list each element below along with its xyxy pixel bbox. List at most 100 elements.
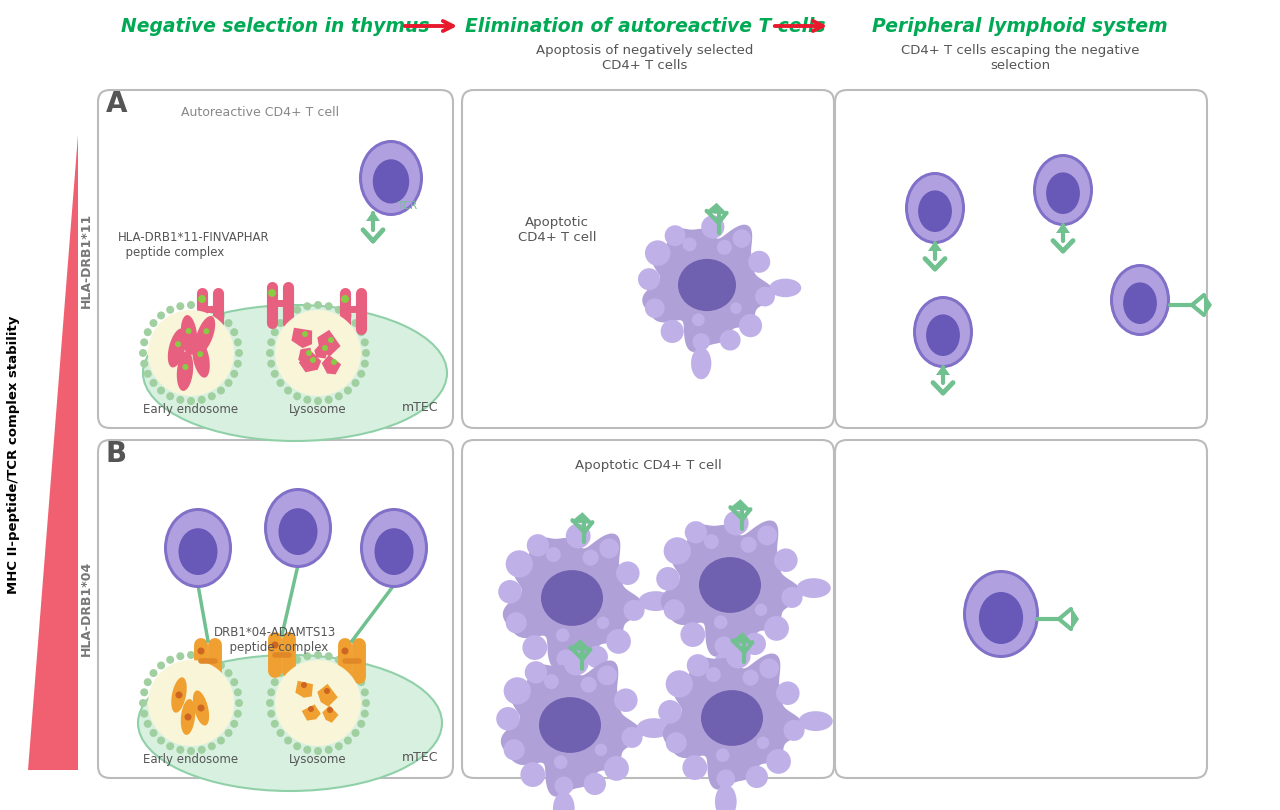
Circle shape	[774, 548, 797, 572]
Ellipse shape	[138, 655, 442, 791]
Circle shape	[187, 301, 195, 309]
Circle shape	[207, 656, 216, 663]
Ellipse shape	[143, 305, 447, 441]
Ellipse shape	[927, 314, 960, 356]
Circle shape	[682, 237, 696, 251]
Circle shape	[150, 379, 157, 387]
Text: Peripheral lymphoid system: Peripheral lymphoid system	[872, 16, 1167, 36]
Text: HLA-DRB1*11: HLA-DRB1*11	[79, 212, 92, 308]
Polygon shape	[298, 352, 321, 373]
Circle shape	[581, 676, 596, 693]
Circle shape	[658, 700, 682, 723]
Polygon shape	[568, 639, 593, 651]
Circle shape	[663, 599, 685, 620]
Circle shape	[266, 699, 274, 707]
Circle shape	[325, 746, 333, 754]
Polygon shape	[195, 316, 215, 354]
FancyBboxPatch shape	[99, 90, 453, 428]
Ellipse shape	[268, 491, 329, 565]
Circle shape	[755, 287, 774, 306]
Circle shape	[166, 656, 174, 663]
Circle shape	[276, 379, 284, 387]
Circle shape	[685, 521, 707, 544]
Ellipse shape	[691, 347, 712, 379]
Circle shape	[687, 654, 709, 676]
Circle shape	[755, 603, 767, 616]
Polygon shape	[1204, 293, 1212, 317]
Polygon shape	[317, 330, 340, 356]
Circle shape	[271, 720, 279, 728]
Circle shape	[266, 349, 274, 357]
Circle shape	[714, 616, 727, 629]
Circle shape	[714, 637, 733, 655]
Polygon shape	[180, 315, 197, 355]
Ellipse shape	[636, 718, 671, 738]
Circle shape	[357, 678, 365, 686]
Circle shape	[236, 349, 243, 357]
Text: Apoptotic CD4+ T cell: Apoptotic CD4+ T cell	[575, 459, 722, 472]
Polygon shape	[298, 347, 314, 365]
Circle shape	[582, 550, 599, 565]
Circle shape	[216, 662, 225, 670]
Circle shape	[764, 616, 788, 641]
Circle shape	[749, 251, 771, 273]
Circle shape	[692, 313, 705, 326]
Circle shape	[271, 328, 279, 336]
Text: MHC II-peptide/TCR complex stability: MHC II-peptide/TCR complex stability	[8, 316, 20, 595]
Polygon shape	[660, 521, 803, 657]
Circle shape	[704, 534, 719, 549]
Circle shape	[326, 707, 333, 713]
Circle shape	[157, 662, 165, 670]
Circle shape	[271, 370, 279, 377]
Circle shape	[177, 746, 184, 754]
Circle shape	[352, 669, 360, 677]
Circle shape	[741, 537, 756, 552]
Circle shape	[275, 310, 361, 396]
Polygon shape	[936, 365, 950, 375]
Circle shape	[328, 337, 334, 343]
Circle shape	[352, 319, 360, 327]
Circle shape	[614, 688, 637, 712]
Circle shape	[234, 688, 242, 697]
Circle shape	[157, 736, 165, 744]
Circle shape	[554, 777, 573, 795]
Circle shape	[344, 386, 352, 394]
Circle shape	[604, 756, 628, 781]
FancyBboxPatch shape	[462, 440, 835, 778]
Ellipse shape	[279, 508, 317, 555]
Circle shape	[783, 720, 805, 741]
Circle shape	[361, 339, 369, 347]
Circle shape	[701, 215, 724, 239]
Circle shape	[595, 744, 607, 756]
Circle shape	[758, 526, 777, 545]
Ellipse shape	[539, 697, 602, 753]
Ellipse shape	[916, 299, 970, 365]
Circle shape	[503, 740, 525, 761]
Circle shape	[301, 682, 307, 688]
Circle shape	[234, 339, 242, 347]
Circle shape	[498, 580, 522, 603]
Circle shape	[303, 746, 311, 754]
Circle shape	[352, 379, 360, 387]
Circle shape	[726, 644, 750, 668]
Circle shape	[204, 328, 210, 335]
Ellipse shape	[966, 573, 1036, 655]
Circle shape	[660, 320, 684, 343]
Polygon shape	[193, 690, 209, 726]
Circle shape	[666, 732, 687, 753]
Ellipse shape	[769, 279, 801, 297]
Circle shape	[303, 652, 311, 660]
Text: mTEC: mTEC	[402, 751, 438, 764]
Circle shape	[268, 710, 275, 718]
Ellipse shape	[1036, 157, 1091, 223]
Polygon shape	[1056, 223, 1070, 233]
Text: HLA-DRB1*04: HLA-DRB1*04	[79, 561, 92, 655]
Circle shape	[335, 656, 343, 663]
Ellipse shape	[699, 557, 762, 613]
Circle shape	[742, 670, 759, 686]
Circle shape	[230, 678, 238, 686]
Circle shape	[323, 345, 328, 351]
Text: Autoreactive CD4+ T cell: Autoreactive CD4+ T cell	[180, 105, 339, 118]
Polygon shape	[302, 705, 321, 721]
Circle shape	[276, 319, 284, 327]
